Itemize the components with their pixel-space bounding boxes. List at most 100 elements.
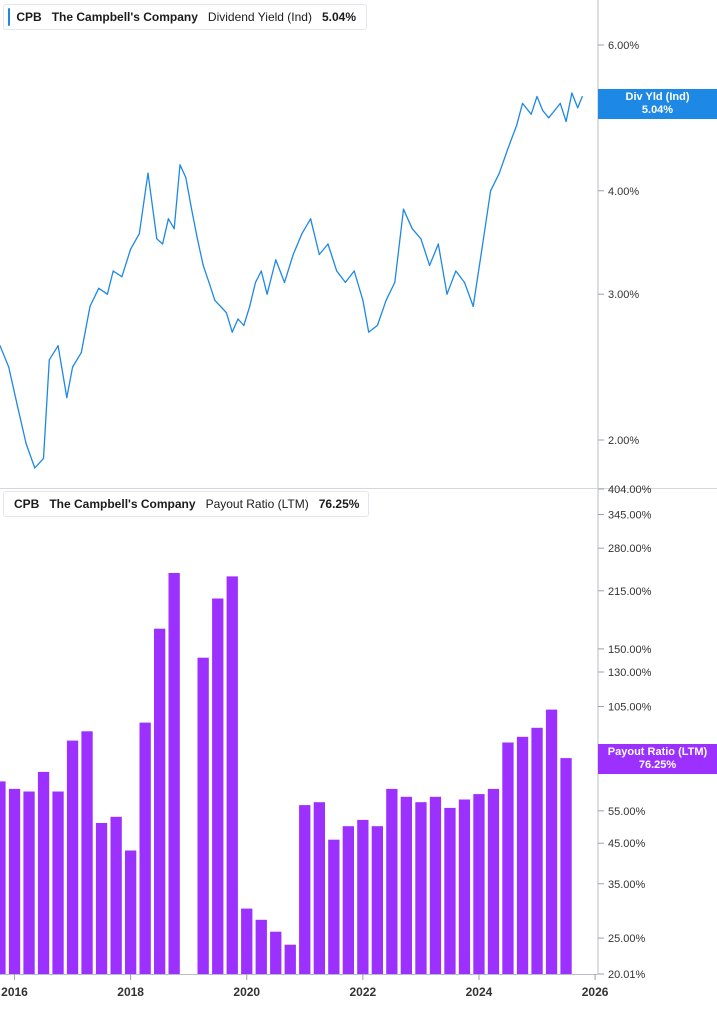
yield-data-point <box>275 259 277 261</box>
yield-badge-value: 5.04% <box>641 104 674 116</box>
yield-data-point <box>173 228 175 230</box>
yield-data-point <box>548 117 550 119</box>
yield-data-point <box>167 218 169 220</box>
x-tick-label: 2024 <box>466 985 493 999</box>
yield-data-point <box>214 299 216 301</box>
yield-data-point <box>446 293 448 295</box>
yield-y-tick-label: 3.00% <box>608 289 639 301</box>
payout-bar <box>66 740 79 974</box>
payout-bar <box>212 598 224 974</box>
payout-bar <box>415 802 427 974</box>
yield-data-point <box>292 253 294 256</box>
yield-data-point <box>394 281 396 283</box>
payout-bar <box>226 576 238 974</box>
payout-bar <box>52 791 64 974</box>
payout-bar <box>154 628 166 974</box>
payout-badge-label: Payout Ratio (LTM) <box>607 746 708 758</box>
x-tick-label: 2022 <box>350 985 377 999</box>
yield-data-point <box>362 299 364 301</box>
yield-data-point <box>521 102 524 104</box>
payout-bar <box>125 850 137 974</box>
yield-data-point <box>472 305 474 307</box>
payout-bar <box>299 805 311 974</box>
payout-bar <box>328 839 340 974</box>
payout-bar <box>458 799 471 974</box>
yield-data-point <box>16 405 18 407</box>
yield-data-point <box>530 113 532 115</box>
yield-legend-metric: Dividend Yield (Ind) <box>207 10 312 24</box>
yield-data-point <box>249 305 251 307</box>
payout-y-tick-label: 55.00% <box>608 806 646 818</box>
yield-data-point <box>57 345 59 347</box>
yield-data-point <box>553 110 556 112</box>
yield-data-point <box>498 172 500 174</box>
yield-data-point <box>301 233 303 235</box>
payout-legend-value: 76.25% <box>318 497 360 511</box>
yield-data-point <box>34 467 36 469</box>
payout-y-tick-label: 25.00% <box>608 933 646 945</box>
yield-data-point <box>490 190 492 192</box>
yield-data-point <box>179 164 181 166</box>
payout-legend: CPB The Campbell's Company Payout Ratio … <box>3 491 369 517</box>
x-tick-label: 2016 <box>1 985 28 999</box>
payout-bar <box>23 791 35 974</box>
payout-bar <box>342 826 354 974</box>
payout-bar <box>241 908 253 974</box>
yield-data-point <box>385 299 387 301</box>
yield-data-point <box>243 324 245 327</box>
yield-data-point <box>344 281 346 283</box>
payout-y-tick-label: 20.01% <box>608 969 646 981</box>
payout-bar <box>545 709 558 974</box>
payout-y-tick-label: 105.00% <box>608 701 652 713</box>
yield-data-point <box>254 281 257 283</box>
payout-y-tick-label: 45.00% <box>608 838 646 850</box>
payout-bar <box>357 819 369 974</box>
payout-bar <box>473 794 485 974</box>
payout-bar <box>400 796 412 974</box>
yield-data-point <box>463 281 466 283</box>
payout-y-tick-label: 345.00% <box>608 509 652 521</box>
yield-data-point <box>202 264 204 266</box>
payout-bar <box>502 742 514 974</box>
yield-data-point <box>559 102 561 104</box>
yield-data-point <box>565 120 567 123</box>
payout-bar <box>168 573 180 974</box>
yield-legend: CPB The Campbell's Company Dividend Yiel… <box>3 4 367 30</box>
payout-bar <box>429 796 442 974</box>
yield-data-point <box>327 243 329 245</box>
yield-data-point <box>420 238 422 240</box>
payout-y-tick-label: 35.00% <box>608 879 646 891</box>
payout-bar <box>284 944 296 974</box>
yield-data-point <box>402 208 405 210</box>
yield-legend-ticker: CPB <box>16 10 42 24</box>
payout-y-tick-label: 130.00% <box>608 667 652 679</box>
yield-data-point <box>310 218 312 220</box>
yield-data-point <box>536 95 538 98</box>
yield-data-point <box>318 253 320 256</box>
yield-data-point <box>138 233 140 235</box>
payout-y-tick-label: 215.00% <box>608 586 652 598</box>
yield-data-point <box>162 243 164 245</box>
payout-badge-value: 76.25% <box>638 759 677 771</box>
payout-bar <box>37 771 50 974</box>
yield-series-line <box>0 92 583 469</box>
payout-bar <box>531 727 543 974</box>
payout-bar <box>110 816 122 974</box>
yield-data-point <box>48 359 50 361</box>
yield-data-point <box>147 172 149 174</box>
payout-y-tick-label: 150.00% <box>608 644 652 656</box>
yield-data-point <box>571 92 573 94</box>
yield-y-tick-label: 2.00% <box>608 435 639 447</box>
yield-y-tick-label: 6.00% <box>608 40 639 52</box>
yield-y-tick-label: 4.00% <box>608 186 639 198</box>
payout-bar <box>270 931 282 974</box>
yield-data-point <box>237 318 239 320</box>
yield-legend-value: 5.04% <box>321 10 356 24</box>
yield-data-point <box>72 366 74 368</box>
yield-data-point <box>121 276 123 278</box>
yield-data-point <box>283 281 286 283</box>
payout-legend-ticker: CPB <box>14 497 40 511</box>
yield-data-point <box>260 270 262 272</box>
payout-bar <box>371 826 383 974</box>
